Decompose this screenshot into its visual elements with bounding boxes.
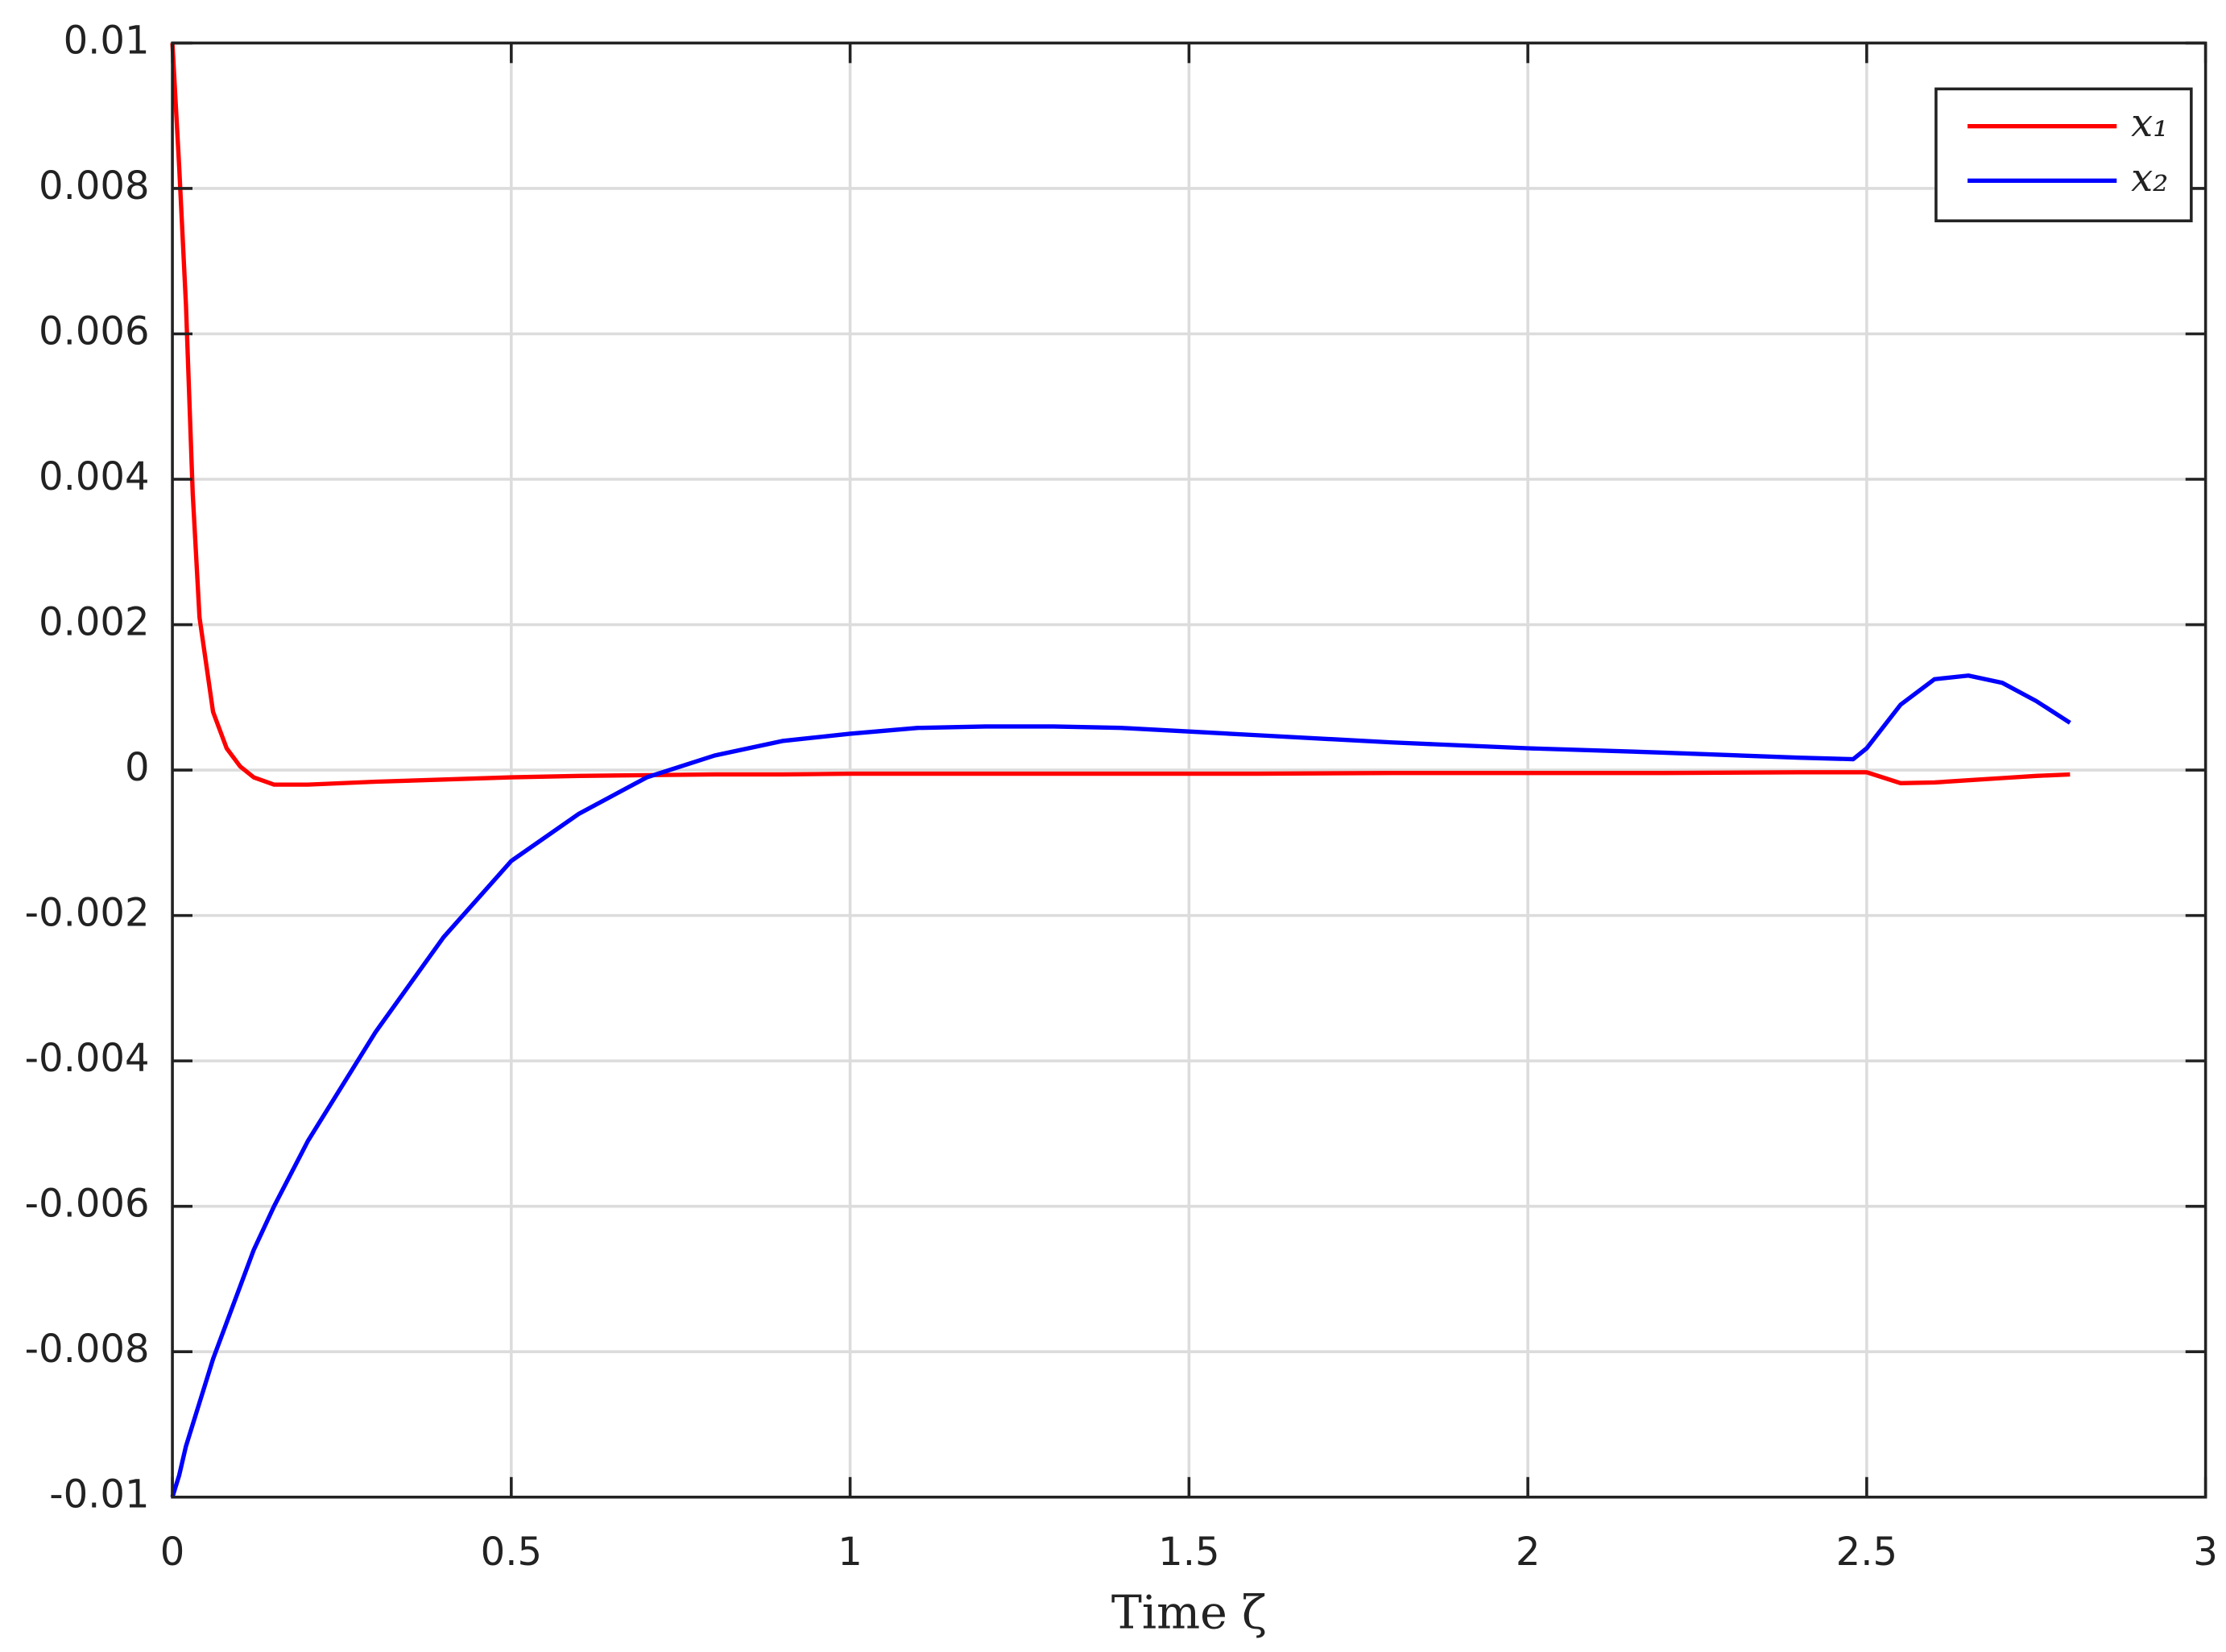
x-tick-label: 2.5 <box>1836 1530 1897 1575</box>
x-tick-label: 1 <box>838 1530 863 1575</box>
y-tick-label: -0.008 <box>25 1327 150 1372</box>
y-tick-label: -0.01 <box>49 1472 149 1517</box>
y-tick-label: 0.002 <box>39 600 150 645</box>
y-tick-label: -0.006 <box>25 1182 150 1227</box>
x-tick-label: 0.5 <box>481 1530 542 1575</box>
legend: x₁ x₂ <box>1934 87 2193 222</box>
y-tick-label: 0 <box>125 745 150 790</box>
legend-label: x₂ <box>2131 155 2168 201</box>
x-tick-label: 2 <box>1516 1530 1541 1575</box>
series-line <box>170 43 2071 787</box>
x-axis-label: Time ζ <box>1111 1587 1267 1640</box>
x-tick-label: 3 <box>2193 1530 2218 1575</box>
y-tick-label: 0.008 <box>39 164 150 209</box>
legend-label: x₁ <box>2131 101 2168 146</box>
y-tick-label: -0.002 <box>25 891 150 936</box>
y-tick-label: 0.004 <box>39 454 150 499</box>
x-tick-label: 0 <box>160 1530 185 1575</box>
ticks: -0.01 -0.008 -0.006 -0.004 -0.002 0 0.002 0.004… <box>25 18 2218 1575</box>
y-tick-label: 0.01 <box>64 18 150 63</box>
y-tick-label: -0.004 <box>25 1036 150 1081</box>
plot-lines <box>170 43 2071 1498</box>
y-tick-label: 0.006 <box>39 308 150 354</box>
legend-box <box>1934 87 2193 222</box>
series-line <box>170 673 2071 1498</box>
x-tick-label: 1.5 <box>1158 1530 1219 1575</box>
